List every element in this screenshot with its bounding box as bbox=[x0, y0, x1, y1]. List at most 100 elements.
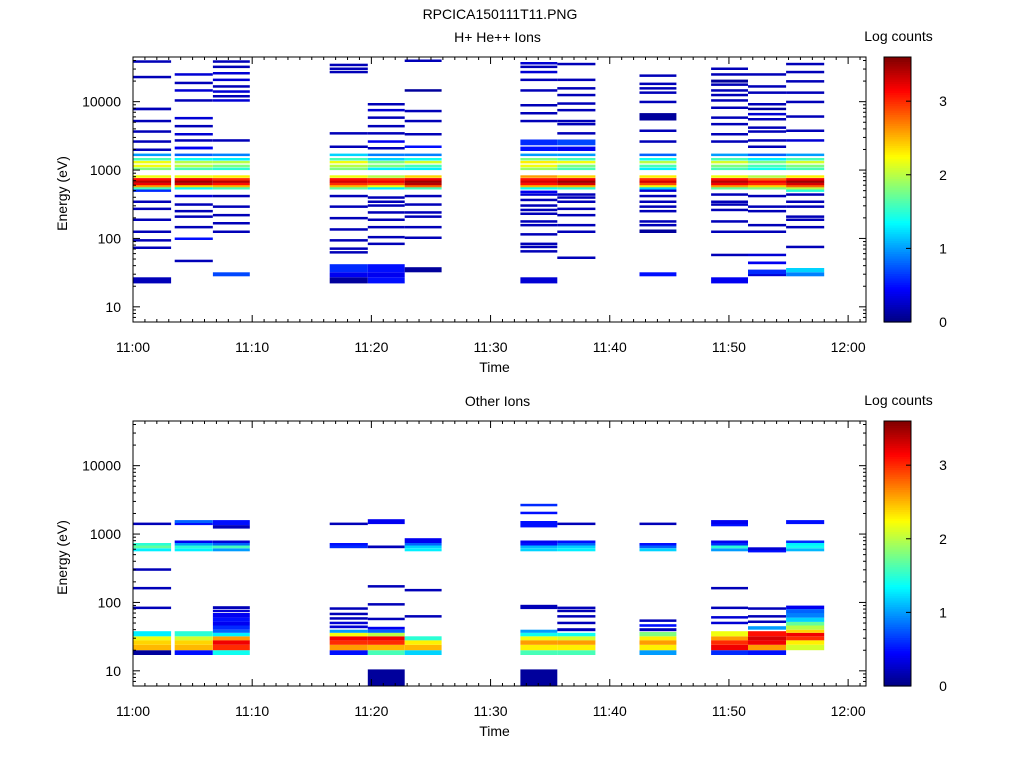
colorbar-segment bbox=[884, 425, 911, 429]
heatmap-cell bbox=[133, 636, 172, 641]
heatmap-cell bbox=[520, 545, 558, 549]
colorbar-segment bbox=[884, 123, 911, 127]
panel-title: H+ He++ Ions bbox=[454, 29, 541, 45]
colorbar-segment bbox=[884, 507, 911, 510]
heatmap-cell bbox=[212, 613, 250, 618]
colorbar-segment bbox=[884, 555, 911, 559]
colorbar-segment bbox=[884, 621, 911, 625]
heatmap-cell bbox=[557, 158, 596, 161]
heatmap-cell bbox=[711, 543, 748, 546]
heatmap-cell bbox=[329, 543, 368, 546]
heatmap-cell bbox=[329, 621, 368, 625]
heatmap-cell bbox=[133, 207, 172, 211]
heatmap-cell bbox=[133, 640, 172, 645]
colorbar-tick-label: 2 bbox=[939, 531, 947, 547]
heatmap-cell bbox=[174, 203, 213, 206]
heatmap-cell bbox=[133, 631, 172, 637]
heatmap-cell bbox=[404, 184, 442, 188]
colorbar-segment bbox=[884, 663, 911, 667]
colorbar-segment bbox=[884, 498, 911, 502]
colorbar-segment bbox=[884, 586, 911, 590]
colorbar-segment bbox=[884, 677, 911, 680]
heatmap-cell bbox=[557, 78, 596, 82]
heatmap-cell bbox=[557, 139, 596, 146]
colorbar-segment bbox=[884, 522, 911, 526]
heatmap-cell bbox=[520, 158, 558, 161]
heatmap-cell bbox=[639, 194, 677, 198]
colorbar-segment bbox=[884, 568, 911, 572]
heatmap-cell bbox=[329, 264, 368, 273]
colorbar-segment bbox=[884, 291, 911, 294]
colorbar-segment bbox=[884, 253, 911, 257]
heatmap-cell bbox=[748, 636, 787, 641]
heatmap-cell bbox=[786, 160, 825, 164]
colorbar-segment bbox=[884, 167, 911, 171]
heatmap-cell bbox=[711, 73, 748, 76]
heatmap-cell bbox=[520, 650, 558, 655]
colorbar-segment bbox=[884, 244, 911, 248]
heatmap-cell bbox=[557, 122, 596, 126]
heatmap-cell bbox=[212, 99, 250, 102]
heatmap-cell bbox=[557, 545, 596, 549]
x-tick-label: 11:40 bbox=[593, 703, 627, 719]
heatmap-cell bbox=[404, 133, 442, 136]
colorbar-segment bbox=[884, 474, 911, 477]
heatmap-cell bbox=[133, 568, 172, 571]
heatmap-cell bbox=[133, 182, 172, 186]
colorbar-segment bbox=[884, 529, 911, 533]
heatmap-cell bbox=[786, 218, 825, 221]
heatmap-cell bbox=[748, 615, 787, 618]
heatmap-cell bbox=[367, 175, 405, 178]
heatmap-cell bbox=[748, 230, 787, 233]
y-tick-label: 10000 bbox=[82, 458, 121, 474]
heatmap-cell bbox=[212, 90, 250, 93]
heatmap-cell bbox=[711, 89, 748, 92]
colorbar-segment bbox=[884, 509, 911, 513]
heatmap-cell bbox=[367, 140, 405, 143]
heatmap-cell bbox=[174, 540, 213, 543]
colorbar-segment bbox=[884, 606, 911, 610]
colorbar-segment bbox=[884, 59, 911, 63]
colorbar-segment bbox=[884, 626, 911, 630]
heatmap-cell bbox=[711, 203, 748, 206]
heatmap-cell bbox=[212, 60, 250, 63]
colorbar-segment bbox=[884, 520, 911, 524]
colorbar-segment bbox=[884, 615, 911, 619]
colorbar-segment bbox=[884, 560, 911, 563]
colorbar-segment bbox=[884, 310, 911, 314]
heatmap-cell bbox=[133, 158, 172, 161]
heatmap-cell bbox=[520, 178, 558, 181]
colorbar-segment bbox=[884, 233, 911, 237]
colorbar-segment bbox=[884, 571, 911, 574]
heatmap-cell bbox=[520, 604, 558, 608]
heatmap-cell bbox=[520, 180, 558, 183]
heatmap-cell bbox=[557, 167, 596, 171]
heatmap-cell bbox=[404, 267, 442, 273]
heatmap-cell bbox=[520, 119, 558, 123]
colorbar-segment bbox=[884, 70, 911, 74]
heatmap-cell bbox=[786, 621, 825, 626]
heatmap-cell bbox=[786, 545, 825, 549]
heatmap-cell bbox=[329, 644, 368, 651]
heatmap-cell bbox=[557, 180, 596, 183]
heatmap-cell bbox=[329, 607, 368, 610]
heatmap-cell bbox=[557, 543, 596, 546]
y-tick-label: 10000 bbox=[82, 94, 121, 110]
colorbar-segment bbox=[884, 158, 911, 162]
y-tick-label: 1000 bbox=[90, 162, 121, 178]
colorbar-segment bbox=[884, 114, 911, 118]
heatmap-cell bbox=[520, 62, 558, 65]
y-axis-label: Energy (eV) bbox=[54, 156, 70, 231]
heatmap-cell bbox=[520, 511, 558, 515]
heatmap-cell bbox=[329, 160, 368, 164]
heatmap-cell bbox=[174, 160, 213, 164]
heatmap-cell bbox=[711, 153, 748, 157]
heatmap-cell bbox=[367, 153, 405, 157]
heatmap-cell bbox=[786, 180, 825, 183]
colorbar-segment bbox=[884, 182, 911, 186]
heatmap-cell bbox=[367, 545, 405, 549]
heatmap-cell bbox=[786, 100, 825, 104]
heatmap-cell bbox=[557, 207, 596, 211]
colorbar-segment bbox=[884, 613, 911, 616]
heatmap-cell bbox=[367, 669, 405, 686]
